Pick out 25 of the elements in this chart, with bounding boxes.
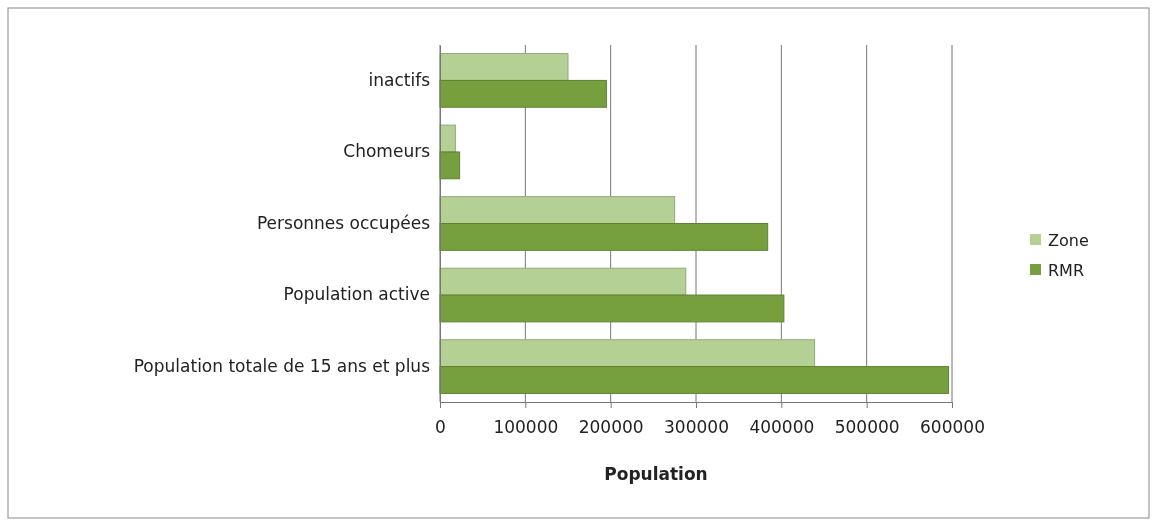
bar	[439, 267, 687, 296]
bar	[439, 294, 785, 323]
x-tick-label: 400000	[749, 417, 815, 438]
x-tick-label: 0	[435, 417, 446, 438]
y-tick-label: Chomeurs	[343, 141, 431, 162]
x-tick-label: 200000	[578, 417, 644, 438]
bar	[439, 124, 456, 153]
x-tick-label: 300000	[664, 417, 729, 438]
x-tick-label: 500000	[834, 417, 900, 438]
x-axis-title: Population	[604, 464, 708, 484]
legend-label: Zone	[1048, 230, 1089, 250]
y-tick-label: inactifs	[368, 69, 431, 90]
y-tick-label: Population active	[283, 284, 430, 305]
bar	[439, 339, 816, 368]
bar	[439, 223, 769, 251]
bar	[439, 366, 950, 394]
y-tick-label: Population totale de 15 ans et plus	[133, 356, 431, 377]
bar	[439, 151, 461, 180]
y-tick-label: Personnes occupées	[256, 212, 431, 233]
x-tick-label: 600000	[920, 417, 985, 438]
bar	[439, 196, 676, 224]
legend-label: RMR	[1048, 260, 1085, 280]
bar	[439, 79, 607, 108]
x-tick-label: 100000	[493, 417, 559, 438]
bar	[439, 53, 569, 81]
